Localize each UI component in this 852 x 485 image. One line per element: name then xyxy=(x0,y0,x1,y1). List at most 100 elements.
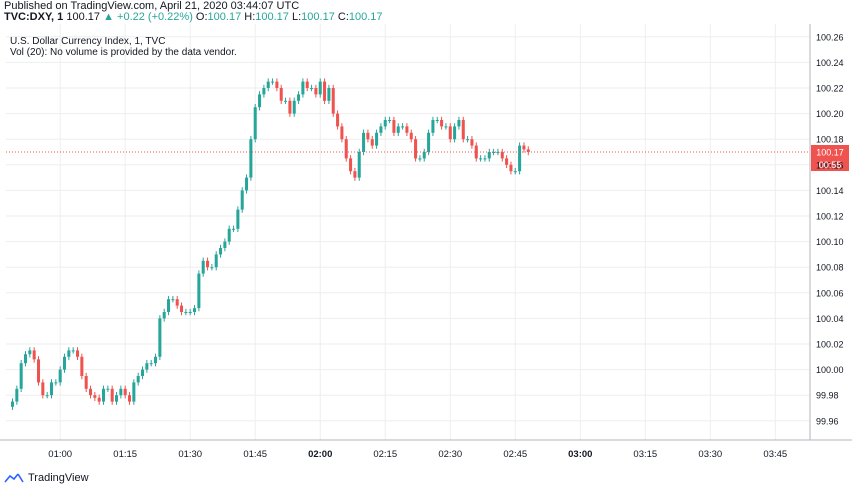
candle-body xyxy=(487,152,491,159)
chart-grid xyxy=(6,24,810,440)
candle-body xyxy=(110,388,114,402)
candle-body xyxy=(149,363,153,365)
candle-body xyxy=(193,308,197,312)
x-tick-label: 01:45 xyxy=(243,449,267,460)
candle-body xyxy=(102,388,106,402)
candle-body xyxy=(349,158,353,172)
candlestick-chart[interactable]: 99.96 99.98 100.00 100.02 100.04 100.06 100.08… xyxy=(0,24,852,464)
y-tick-label: 100.22 xyxy=(816,84,844,94)
y-tick-label: 100.20 xyxy=(816,109,844,119)
candle-body xyxy=(180,305,184,312)
chart-area[interactable]: 99.96 99.98 100.00 100.02 100.04 100.06 100.08… xyxy=(0,24,852,464)
candle-body xyxy=(240,190,244,210)
candle-body xyxy=(93,395,97,398)
candle-body xyxy=(158,318,162,357)
candle-body xyxy=(28,350,32,355)
y-tick-label: 100.02 xyxy=(816,340,844,350)
x-tick-label: 03:00 xyxy=(568,449,592,460)
candle-body xyxy=(310,88,314,89)
candle-body xyxy=(453,126,457,140)
high-label: H: xyxy=(244,11,256,23)
candle-body xyxy=(62,356,67,370)
candle-body xyxy=(262,88,266,95)
chart-header: Published on TradingView.com, April 21, … xyxy=(0,0,852,24)
candle-body xyxy=(232,228,236,230)
candle-body xyxy=(340,126,344,140)
candle-body xyxy=(67,350,71,357)
candle-body xyxy=(275,81,279,88)
candle-body xyxy=(10,401,15,407)
candle-body xyxy=(483,158,487,160)
candle-body xyxy=(383,120,387,127)
candle-body xyxy=(210,267,214,269)
candle-body xyxy=(500,152,504,159)
candle-body xyxy=(284,100,288,102)
close-value: 100.17 xyxy=(348,11,383,23)
symbol-name[interactable]: TVC:DXY, 1 xyxy=(4,11,64,23)
candle-body xyxy=(214,254,218,268)
candle-body xyxy=(431,120,435,133)
candle-body xyxy=(223,241,227,248)
candle-body xyxy=(479,158,483,160)
x-tick-label: 02:30 xyxy=(438,449,462,460)
open-label: O: xyxy=(195,11,208,23)
y-tick-label: 100.06 xyxy=(816,288,844,298)
candle-body xyxy=(197,273,201,309)
candle-body xyxy=(314,88,318,95)
candle-body xyxy=(36,359,41,383)
candle-body xyxy=(145,363,149,370)
tradingview-logo-icon xyxy=(4,473,24,483)
candle-body xyxy=(370,139,374,146)
y-tick-label: 100.00 xyxy=(816,365,844,375)
candle-body xyxy=(84,376,88,389)
candle-body xyxy=(522,145,526,150)
candle-body xyxy=(440,120,444,127)
candle-body xyxy=(32,350,36,360)
candle-body xyxy=(19,363,23,389)
candle-body xyxy=(388,120,392,121)
candle-body xyxy=(115,395,119,402)
candle-body xyxy=(427,132,431,152)
candle-body xyxy=(418,158,422,160)
candle-body xyxy=(219,248,223,255)
candle-body xyxy=(297,94,301,101)
brand-name: TradingView xyxy=(28,472,89,484)
candle-body xyxy=(331,88,335,114)
candle-body xyxy=(119,388,123,396)
candle-body xyxy=(58,369,62,383)
candle-body xyxy=(513,171,517,173)
volume-note: Vol (20): No volume is provided by the d… xyxy=(10,47,237,58)
candle-body xyxy=(75,350,80,357)
candle-body xyxy=(167,299,171,312)
candle-body xyxy=(405,126,409,133)
candle-body xyxy=(266,81,270,88)
y-tick-label: 100.12 xyxy=(816,212,844,222)
countdown-tag-label: 00:55 xyxy=(819,160,842,170)
x-tick-label: 01:00 xyxy=(48,449,72,460)
candle-body xyxy=(466,139,470,141)
candle-body xyxy=(154,356,158,364)
candle-body xyxy=(457,120,461,127)
candle-body xyxy=(54,382,58,384)
candle-body xyxy=(379,126,383,133)
axis-labels: 99.96 99.98 100.00 100.02 100.04 100.06 100.08… xyxy=(48,32,843,460)
last-price-tag-label: 100.17 xyxy=(816,148,844,158)
candle-body xyxy=(106,388,110,390)
x-tick-label: 03:15 xyxy=(633,449,657,460)
candle-body xyxy=(318,81,322,95)
candle-body xyxy=(253,107,257,140)
last-price-tag xyxy=(811,145,849,158)
x-tick-label: 02:00 xyxy=(308,449,332,460)
candle-body xyxy=(162,312,166,319)
tradingview-brand[interactable]: TradingView xyxy=(4,472,89,484)
candle-body xyxy=(366,132,370,140)
candle-body xyxy=(509,164,513,172)
candle-body xyxy=(392,120,396,133)
x-tick-label: 01:30 xyxy=(178,449,202,460)
high-value: 100.17 xyxy=(255,11,289,23)
candle-body xyxy=(258,94,262,108)
candle-body xyxy=(141,369,145,376)
candle-body xyxy=(375,132,379,146)
countdown-tag xyxy=(811,158,849,171)
low-label: L: xyxy=(291,11,302,23)
